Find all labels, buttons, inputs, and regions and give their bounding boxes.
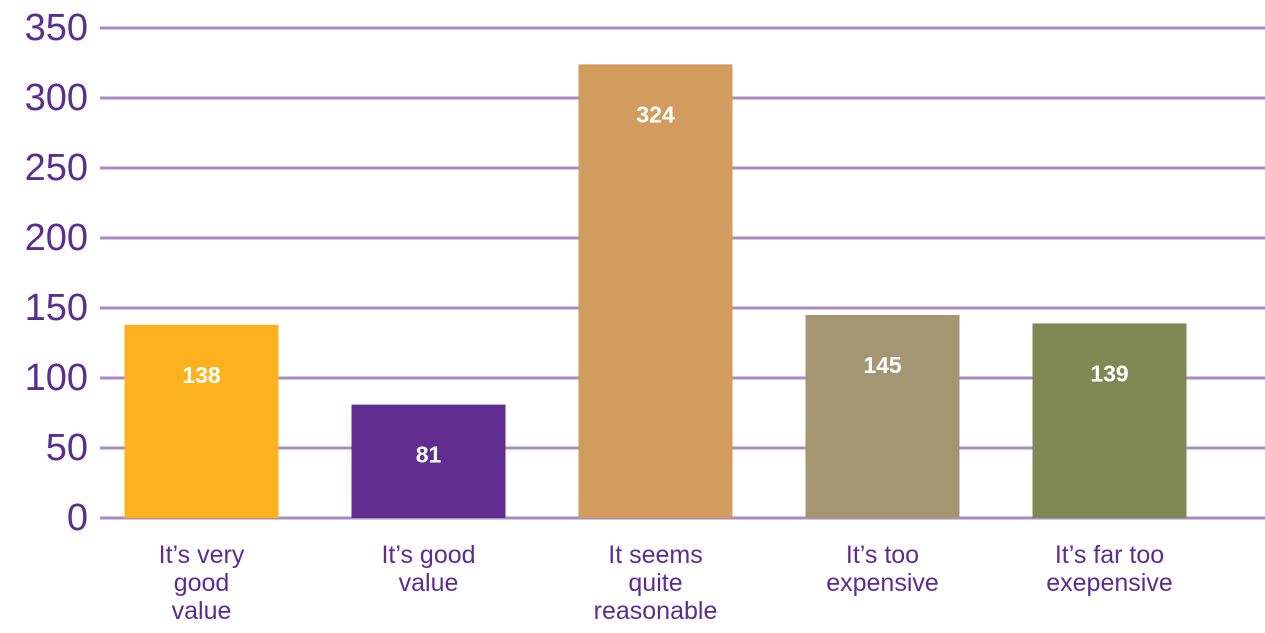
x-tick-label: It’s too expensive — [826, 541, 939, 597]
bar — [805, 315, 960, 518]
y-tick-label: 300 — [25, 77, 88, 119]
x-tick-label-line: exepensive — [1046, 569, 1172, 597]
x-tick-label-line: It’s too — [846, 541, 919, 569]
bar — [351, 404, 506, 518]
y-tick-label: 50 — [46, 427, 88, 469]
data-label: 145 — [863, 352, 902, 378]
data-label: 81 — [416, 442, 442, 468]
x-tick-label: It seems quite reasonable — [594, 541, 718, 625]
x-tick-label-line: It seems — [608, 541, 702, 569]
bar — [578, 64, 733, 519]
y-tick-label: 200 — [25, 217, 88, 259]
x-tick-label-line: It’s very — [159, 541, 245, 569]
y-tick-label: 250 — [25, 147, 88, 189]
data-label: 139 — [1090, 360, 1128, 386]
bars — [124, 64, 1187, 519]
data-label: 138 — [182, 362, 221, 388]
x-tick-label: It’s good value — [381, 541, 475, 597]
y-tick-label: 0 — [67, 497, 88, 539]
x-tick-label-line: It’s far too — [1055, 541, 1164, 569]
y-tick-label: 100 — [25, 357, 88, 399]
x-tick-label-line: value — [399, 569, 459, 597]
x-tick-label-line: reasonable — [594, 597, 718, 625]
bar — [124, 324, 279, 518]
x-tick-label-line: quite — [628, 569, 682, 597]
bar — [1032, 323, 1187, 518]
y-tick-label: 150 — [25, 287, 88, 329]
x-tick-label-line: good — [174, 569, 230, 597]
data-label: 324 — [636, 101, 675, 127]
y-tick-label: 350 — [25, 7, 88, 49]
x-tick-label-line: value — [172, 597, 232, 625]
x-tick-label-line: expensive — [826, 569, 939, 597]
data-labels: 138 81 324 145 139 — [182, 101, 1128, 467]
x-tick-label: It’s far too exepensive — [1046, 541, 1172, 597]
x-tick-label: It’s very good value — [159, 541, 245, 625]
x-tick-label-line: It’s good — [381, 541, 475, 569]
y-axis-ticks: 0 50 100 150 200 250 300 350 — [25, 7, 88, 539]
